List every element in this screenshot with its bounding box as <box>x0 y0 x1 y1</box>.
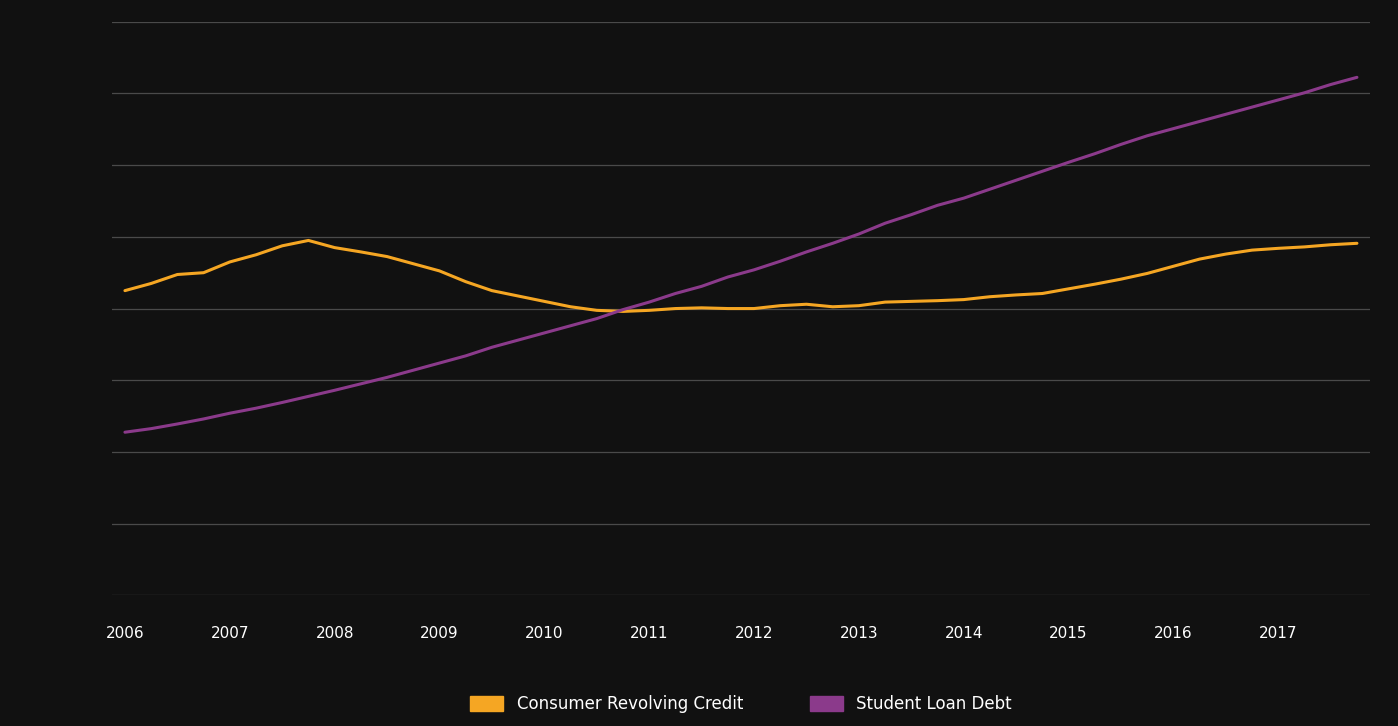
Text: 2006: 2006 <box>106 626 144 641</box>
Text: 2009: 2009 <box>421 626 459 641</box>
Text: 2008: 2008 <box>316 626 354 641</box>
Text: 2013: 2013 <box>840 626 878 641</box>
Text: 2016: 2016 <box>1155 626 1192 641</box>
Text: 2014: 2014 <box>945 626 983 641</box>
Legend: Consumer Revolving Credit, Student Loan Debt: Consumer Revolving Credit, Student Loan … <box>470 696 1012 713</box>
Text: 2015: 2015 <box>1050 626 1088 641</box>
Text: 2010: 2010 <box>526 626 563 641</box>
Text: 2007: 2007 <box>211 626 249 641</box>
Text: 2012: 2012 <box>735 626 773 641</box>
Text: 2011: 2011 <box>630 626 668 641</box>
Text: 2017: 2017 <box>1260 626 1297 641</box>
